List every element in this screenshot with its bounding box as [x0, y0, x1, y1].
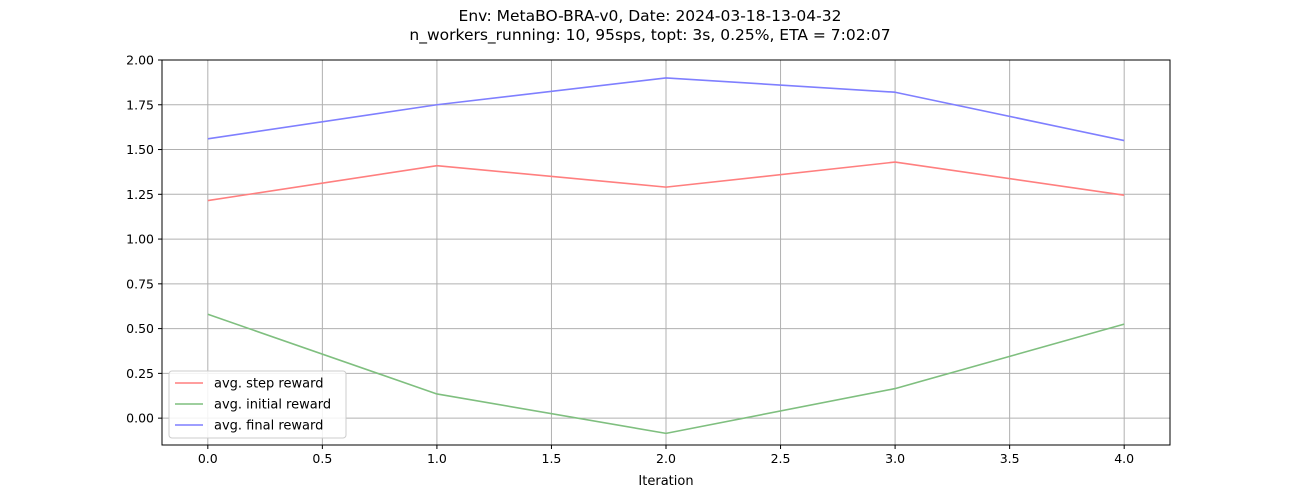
x-tick-label: 3.0 [885, 451, 905, 466]
x-tick-label: 1.5 [542, 451, 562, 466]
y-tick-label: 0.50 [126, 321, 154, 336]
x-axis-ticks: 0.0 0.5 1.0 1.5 2.0 2.5 3.0 3.5 4.0 [198, 445, 1134, 466]
y-axis-ticks: 0.00 0.25 0.50 0.75 1.00 1.25 1.50 1.75 2.00 [126, 53, 162, 426]
legend-label: avg. final reward [214, 419, 323, 434]
x-tick-label: 2.5 [771, 451, 791, 466]
x-tick-label: 1.0 [427, 451, 447, 466]
series-line-3 [207, 77, 1125, 142]
y-tick-label: 0.00 [126, 411, 154, 426]
legend-label: avg. step reward [214, 377, 323, 392]
series-line-2 [207, 313, 1125, 435]
y-tick-label: 1.00 [126, 232, 154, 247]
legend: avg. step reward avg. initial reward avg. … [168, 370, 347, 439]
y-tick-label: 1.25 [126, 187, 154, 202]
y-tick-label: 2.00 [126, 53, 154, 68]
x-axis-label: Iteration [638, 474, 693, 489]
x-tick-label: 3.5 [1000, 451, 1020, 466]
chart-subtitle: n_workers_running: 10, 95sps, topt: 3s, … [409, 26, 890, 45]
series-lines [207, 77, 1125, 435]
legend-label: avg. initial reward [214, 398, 331, 413]
y-tick-label: 1.75 [126, 97, 154, 112]
legend-box [168, 370, 347, 439]
series-line-1 [207, 161, 1125, 202]
x-tick-label: 2.0 [656, 451, 676, 466]
x-tick-label: 4.0 [1114, 451, 1134, 466]
x-tick-label: 0.5 [312, 451, 332, 466]
chart-title: Env: MetaBO-BRA-v0, Date: 2024-03-18-13-… [459, 7, 842, 25]
y-tick-label: 1.50 [126, 142, 154, 157]
x-tick-label: 0.0 [198, 451, 218, 466]
y-tick-label: 0.25 [126, 366, 154, 381]
y-tick-label: 0.75 [126, 276, 154, 291]
